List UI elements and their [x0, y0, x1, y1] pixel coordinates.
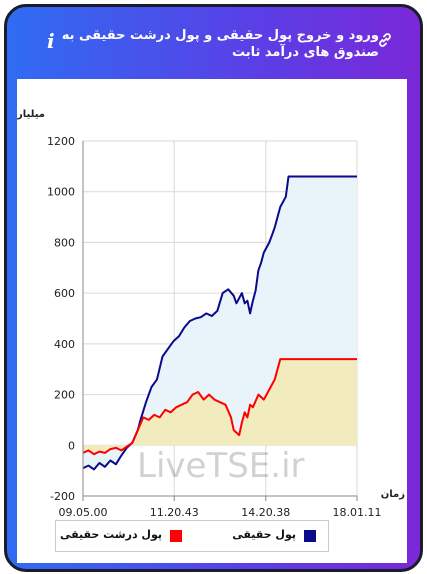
- x-tick-label: 14.20.38: [241, 506, 290, 519]
- x-tick-label: 18.01.11: [333, 506, 382, 519]
- legend-label-real: پول حقیقی: [232, 528, 296, 541]
- y-axis-label: میلیارد تومان: [17, 109, 45, 120]
- chart-svg: LiveTSE.ir -200 0 200 400 600 800 1000 1200 09.0…: [7, 109, 405, 519]
- y-tick-label: -200: [50, 490, 75, 503]
- legend-item-real[interactable]: پول حقیقی: [196, 528, 326, 544]
- axis-layer: -200 0 200 400 600 800 1000 1200 09.05.00 11.20.4…: [47, 135, 381, 519]
- y-tick-label: 0: [68, 439, 75, 452]
- y-tick-label: 1200: [47, 135, 75, 148]
- y-tick-label: 600: [54, 287, 75, 300]
- legend-swatch-real: [304, 530, 316, 542]
- info-icon[interactable]: i: [47, 29, 55, 53]
- series-line-1[interactable]: [82, 358, 357, 456]
- y-tick-label: 200: [54, 389, 75, 402]
- y-tick-label: 1000: [47, 186, 75, 199]
- link-icon[interactable]: [377, 32, 393, 48]
- chart-panel: LiveTSE.ir -200 0 200 400 600 800 1000 1200 09.0…: [7, 79, 407, 563]
- y-tick-label: 800: [54, 236, 75, 249]
- y-tick-label: 400: [54, 338, 75, 351]
- legend-swatch-big-real: [170, 530, 182, 542]
- watermark: LiveTSE.ir: [137, 446, 305, 486]
- series-area-1: [83, 359, 357, 455]
- chart-legend: پول درشت حقیقی پول حقیقی: [55, 520, 329, 552]
- chart-title: ورود و خروج پول حقیقی و پول درشت حقیقی ب…: [61, 28, 379, 60]
- chart-card: i ورود و خروج پول حقیقی و پول درشت حقیقی…: [4, 4, 423, 572]
- legend-item-big-real[interactable]: پول درشت حقیقی: [60, 528, 194, 544]
- card-header: i ورود و خروج پول حقیقی و پول درشت حقیقی…: [7, 7, 420, 79]
- area-layer: [83, 176, 357, 470]
- x-axis-label: زمان: [381, 489, 405, 500]
- line-layer: [82, 175, 357, 471]
- x-tick-label: 09.05.00: [59, 506, 108, 519]
- x-tick-label: 11.20.43: [150, 506, 199, 519]
- legend-label-big-real: پول درشت حقیقی: [59, 528, 162, 541]
